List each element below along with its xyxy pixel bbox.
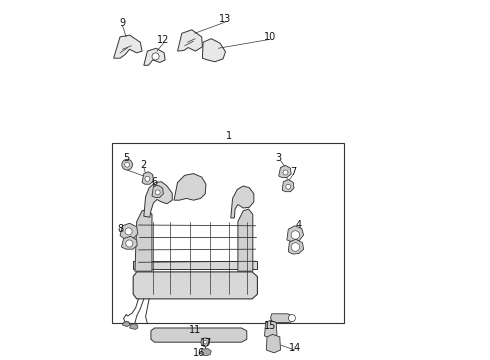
Polygon shape <box>282 180 294 192</box>
Circle shape <box>283 170 288 175</box>
Bar <box>229 291 237 295</box>
Circle shape <box>201 338 210 346</box>
Bar <box>200 291 208 295</box>
Circle shape <box>124 162 130 167</box>
Bar <box>173 332 180 339</box>
Polygon shape <box>266 334 280 353</box>
Bar <box>185 332 193 339</box>
Polygon shape <box>177 30 202 51</box>
Text: 3: 3 <box>276 153 282 163</box>
Polygon shape <box>152 185 163 197</box>
Circle shape <box>203 341 207 344</box>
Bar <box>243 291 251 295</box>
Bar <box>235 332 242 339</box>
Bar <box>144 291 151 295</box>
Polygon shape <box>279 165 291 177</box>
Polygon shape <box>133 261 257 269</box>
Circle shape <box>145 176 150 181</box>
Text: 10: 10 <box>264 32 276 42</box>
Polygon shape <box>114 35 142 58</box>
Text: 15: 15 <box>264 321 276 331</box>
Polygon shape <box>135 209 152 271</box>
Bar <box>198 332 205 339</box>
Bar <box>222 332 230 339</box>
Circle shape <box>155 190 160 195</box>
Polygon shape <box>151 328 247 342</box>
Text: 14: 14 <box>289 342 301 352</box>
Polygon shape <box>174 174 206 200</box>
Text: 2: 2 <box>141 160 147 170</box>
Polygon shape <box>133 272 257 299</box>
Polygon shape <box>144 48 165 65</box>
Polygon shape <box>130 324 138 329</box>
Bar <box>158 291 166 295</box>
Polygon shape <box>144 182 172 217</box>
Polygon shape <box>142 172 153 184</box>
Text: 5: 5 <box>123 153 129 163</box>
Circle shape <box>152 53 159 60</box>
Text: 8: 8 <box>117 224 123 234</box>
Text: 9: 9 <box>120 18 125 28</box>
Circle shape <box>126 240 133 247</box>
Circle shape <box>286 184 291 189</box>
Polygon shape <box>202 39 225 62</box>
Polygon shape <box>122 237 137 249</box>
Text: 12: 12 <box>157 35 170 45</box>
Polygon shape <box>122 321 130 327</box>
Circle shape <box>125 228 132 235</box>
Polygon shape <box>270 314 294 323</box>
Text: 16: 16 <box>193 348 205 358</box>
Circle shape <box>291 243 300 251</box>
Bar <box>112 143 344 323</box>
Polygon shape <box>265 320 277 338</box>
Text: 1: 1 <box>226 131 232 141</box>
Bar <box>210 332 217 339</box>
Polygon shape <box>231 186 254 218</box>
Text: 11: 11 <box>189 325 201 335</box>
Polygon shape <box>120 223 138 239</box>
Polygon shape <box>238 209 253 271</box>
Text: 17: 17 <box>200 338 212 348</box>
Bar <box>172 291 180 295</box>
Text: 6: 6 <box>151 177 158 188</box>
Bar <box>215 291 222 295</box>
Bar <box>161 332 168 339</box>
Polygon shape <box>288 239 304 254</box>
Polygon shape <box>287 226 304 242</box>
Text: 13: 13 <box>220 14 232 24</box>
Text: 4: 4 <box>295 220 301 230</box>
Circle shape <box>291 231 300 239</box>
Bar <box>186 291 194 295</box>
Circle shape <box>122 159 132 170</box>
Circle shape <box>288 315 295 321</box>
Polygon shape <box>200 348 211 356</box>
Text: 7: 7 <box>290 167 296 177</box>
